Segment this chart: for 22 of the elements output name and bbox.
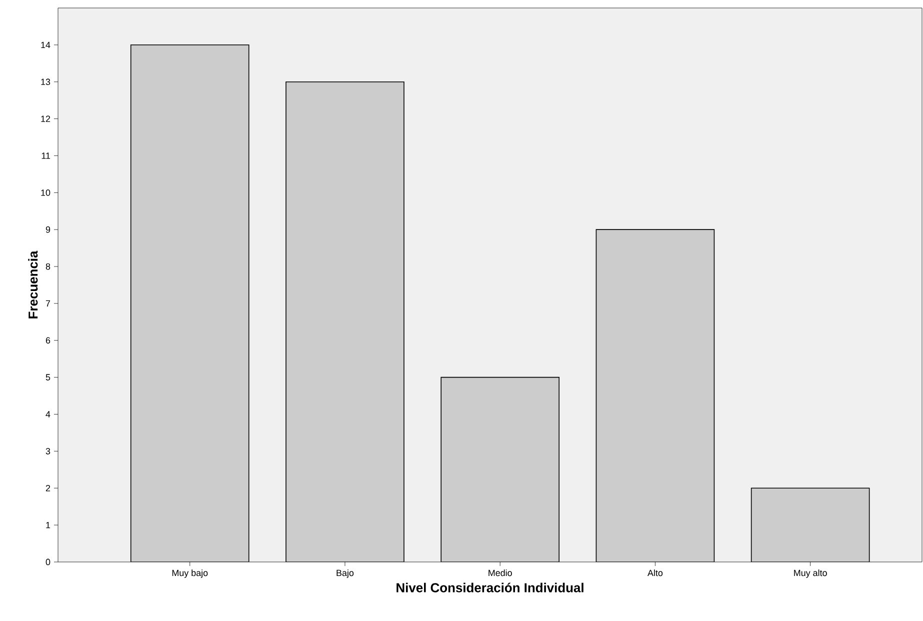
y-tick-label: 6: [46, 337, 50, 344]
y-tick-label: 14: [41, 42, 50, 48]
y-tick-label: 10: [41, 189, 50, 196]
y-tick-label: 12: [41, 116, 50, 122]
y-axis-title: Frecuencia: [28, 250, 38, 318]
y-tick-label: 8: [46, 263, 50, 270]
x-tick-label: Muy alto: [794, 570, 827, 578]
y-tick-label: 9: [46, 226, 50, 233]
x-tick-label: Muy bajo: [172, 570, 208, 578]
y-tick-label: 5: [46, 374, 50, 380]
y-tick-label: 2: [46, 484, 50, 492]
y-tick-label: 3: [46, 448, 50, 454]
y-tick-label: 13: [41, 78, 50, 86]
y-tick-label: 7: [46, 300, 50, 307]
x-tick-label: Medio: [488, 570, 512, 576]
y-tick-label: 4: [46, 411, 50, 418]
x-axis-title: Nivel Consideración Individual: [396, 582, 584, 592]
y-tick-label: 11: [42, 152, 50, 159]
y-tick-label: 1: [46, 522, 50, 528]
x-tick-label: Alto: [648, 570, 663, 576]
y-tick-label: 0: [46, 558, 50, 566]
x-tick-label: Bajo: [336, 570, 354, 578]
